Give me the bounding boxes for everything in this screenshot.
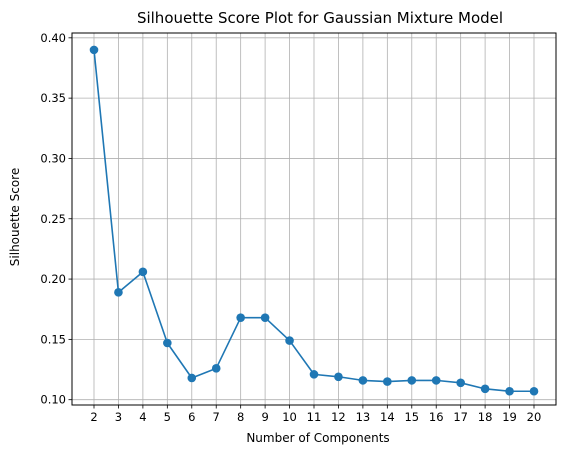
data-point xyxy=(260,313,270,322)
x-tick-label: 17 xyxy=(453,410,468,424)
data-point xyxy=(480,384,490,394)
y-tick-label: 0.35 xyxy=(40,91,66,105)
x-tick-label: 11 xyxy=(307,410,322,424)
x-tick-label: 15 xyxy=(404,410,419,424)
data-point xyxy=(89,45,99,55)
y-tick-label: 0.15 xyxy=(40,332,66,346)
x-axis-label: Number of Components xyxy=(246,431,389,445)
x-tick-label: 7 xyxy=(213,410,220,424)
data-point xyxy=(211,364,221,373)
data-point xyxy=(358,376,368,385)
data-point xyxy=(456,378,465,388)
x-tick-label: 13 xyxy=(356,410,371,424)
x-axis-ticks: 2 3 4 5 6 7 8 9 10 11 12 13 14 15 16 17 18 19 20 xyxy=(90,405,541,424)
y-tick-label: 0.40 xyxy=(40,31,66,45)
x-tick-label: 3 xyxy=(115,410,122,424)
grid-lines xyxy=(72,33,556,405)
y-tick-label: 0.30 xyxy=(40,151,66,165)
y-tick-label: 0.25 xyxy=(40,212,66,226)
data-point xyxy=(431,376,441,385)
data-point xyxy=(285,336,294,345)
y-axis-ticks: 0.10 0.15 0.20 0.25 0.30 0.35 0.40 xyxy=(40,31,72,407)
x-tick-label: 9 xyxy=(261,410,268,424)
data-point xyxy=(138,267,148,277)
x-tick-label: 4 xyxy=(139,410,146,424)
y-tick-label: 0.20 xyxy=(40,272,66,286)
data-point xyxy=(383,377,392,386)
x-tick-label: 19 xyxy=(502,410,517,424)
x-tick-label: 14 xyxy=(380,410,395,424)
series-markers xyxy=(89,45,539,396)
data-point xyxy=(407,376,417,385)
data-point xyxy=(309,370,319,379)
data-point xyxy=(114,288,123,297)
data-point xyxy=(163,338,172,348)
x-tick-label: 6 xyxy=(188,410,195,424)
x-tick-label: 16 xyxy=(429,410,444,424)
data-point xyxy=(236,313,245,322)
y-tick-label: 0.10 xyxy=(40,393,66,407)
x-tick-label: 10 xyxy=(282,410,297,424)
data-point xyxy=(334,372,343,382)
x-tick-label: 5 xyxy=(164,410,171,424)
chart-title: Silhouette Score Plot for Gaussian Mixtu… xyxy=(137,9,503,27)
x-tick-label: 18 xyxy=(478,410,493,424)
x-tick-label: 8 xyxy=(237,410,244,424)
data-point xyxy=(529,386,539,396)
data-point xyxy=(187,373,197,383)
x-tick-label: 12 xyxy=(331,410,346,424)
y-axis-label: Silhouette Score xyxy=(8,168,22,266)
x-tick-label: 20 xyxy=(527,410,542,424)
data-point xyxy=(505,386,514,396)
x-tick-label: 2 xyxy=(90,410,97,424)
